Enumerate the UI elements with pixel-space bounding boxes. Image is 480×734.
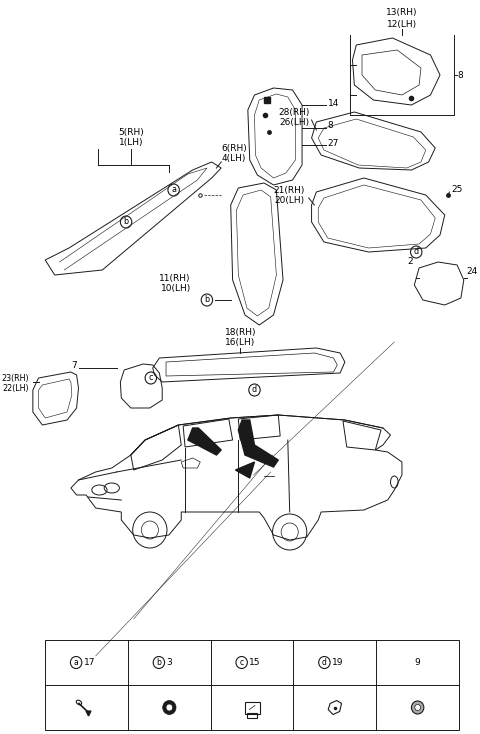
Text: b: b [156, 658, 161, 667]
Text: a: a [171, 186, 176, 195]
Text: 1(LH): 1(LH) [119, 139, 143, 148]
Text: 8: 8 [328, 122, 334, 131]
Text: 18(RH): 18(RH) [225, 329, 256, 338]
Circle shape [411, 701, 424, 714]
Text: 13(RH): 13(RH) [386, 9, 418, 18]
Text: b: b [123, 217, 129, 227]
Text: c: c [240, 658, 244, 667]
Text: 25: 25 [451, 186, 463, 195]
Text: 19: 19 [332, 658, 344, 667]
Circle shape [415, 705, 420, 711]
Text: 9: 9 [415, 658, 420, 667]
Polygon shape [239, 420, 278, 467]
Text: c: c [148, 374, 153, 382]
Text: 2: 2 [408, 258, 413, 266]
Text: 16(LH): 16(LH) [225, 338, 255, 347]
Text: 7: 7 [71, 360, 77, 369]
Bar [247, 713, 257, 718]
Text: 12(LH): 12(LH) [387, 20, 417, 29]
Text: 17: 17 [84, 658, 95, 667]
Text: 14: 14 [328, 98, 339, 107]
Text: 11(RH): 11(RH) [159, 274, 191, 283]
Circle shape [163, 700, 176, 714]
Polygon shape [188, 428, 221, 455]
Text: 23(RH): 23(RH) [1, 374, 29, 382]
Text: 28(RH): 28(RH) [278, 107, 310, 117]
Text: 26(LH): 26(LH) [279, 117, 310, 126]
Bar [45, 640, 459, 730]
Text: b: b [204, 296, 209, 305]
Text: 4(LH): 4(LH) [221, 153, 246, 162]
Text: 24: 24 [467, 267, 478, 277]
Text: 15: 15 [249, 658, 261, 667]
Text: d: d [252, 385, 257, 394]
Text: 6(RH): 6(RH) [221, 144, 247, 153]
Polygon shape [236, 462, 254, 478]
Text: 5(RH): 5(RH) [118, 128, 144, 137]
Circle shape [166, 704, 173, 711]
Text: 8: 8 [457, 70, 463, 79]
Bar [244, 702, 260, 713]
Text: 20(LH): 20(LH) [275, 195, 305, 205]
Text: 3: 3 [167, 658, 172, 667]
Text: a: a [74, 658, 79, 667]
Text: d: d [414, 247, 419, 256]
Text: 10(LH): 10(LH) [160, 283, 191, 293]
Text: 27: 27 [328, 139, 339, 148]
Text: 22(LH): 22(LH) [2, 383, 29, 393]
Text: d: d [322, 658, 327, 667]
Text: 21(RH): 21(RH) [274, 186, 305, 195]
